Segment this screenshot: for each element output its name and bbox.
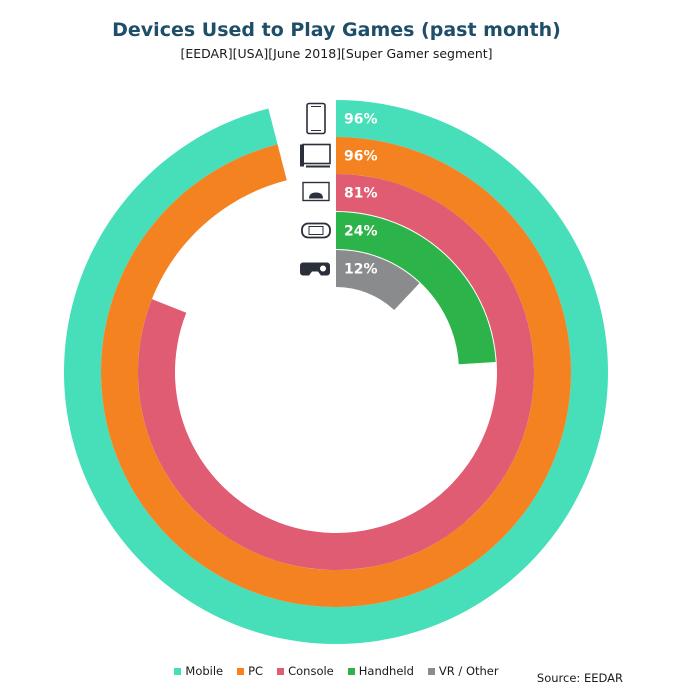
value-label-pc: 96% xyxy=(344,149,378,165)
console-icon xyxy=(302,181,330,202)
legend-item-pc: PC xyxy=(237,664,263,678)
legend-label-handheld: Handheld xyxy=(358,664,414,678)
chart-title: Devices Used to Play Games (past month) xyxy=(112,19,561,41)
pc-monitor-icon xyxy=(300,143,331,168)
arc-vr-other xyxy=(336,250,420,311)
legend-item-vr-other: VR / Other xyxy=(427,664,499,678)
legend: Mobile PC Console Handheld VR / Other xyxy=(0,664,673,678)
legend-swatch-pc xyxy=(237,667,245,675)
value-label-console: 81% xyxy=(344,186,378,202)
vr-headset-icon xyxy=(300,262,330,276)
handheld-icon xyxy=(301,222,331,239)
legend-item-mobile: Mobile xyxy=(174,664,223,678)
smartphone-icon xyxy=(306,102,326,135)
legend-swatch-console xyxy=(277,667,285,675)
legend-swatch-handheld xyxy=(347,667,355,675)
chart-subtitle: [EEDAR][USA][June 2018][Super Gamer segm… xyxy=(180,46,493,61)
value-label-vr-other: 12% xyxy=(344,262,378,278)
legend-swatch-mobile xyxy=(174,667,182,675)
arc-console xyxy=(137,174,534,570)
legend-swatch-vr-other xyxy=(427,667,435,675)
legend-label-mobile: Mobile xyxy=(185,664,224,678)
value-label-handheld: 24% xyxy=(344,224,378,240)
arc-handheld xyxy=(336,212,496,365)
legend-label-pc: PC xyxy=(248,664,264,678)
value-label-mobile: 96% xyxy=(344,112,378,128)
legend-item-handheld: Handheld xyxy=(347,664,414,678)
legend-label-vr-other: VR / Other xyxy=(438,664,499,678)
source-note: Source: EEDAR xyxy=(536,671,623,685)
legend-label-console: Console xyxy=(288,664,334,678)
legend-item-console: Console xyxy=(277,664,334,678)
